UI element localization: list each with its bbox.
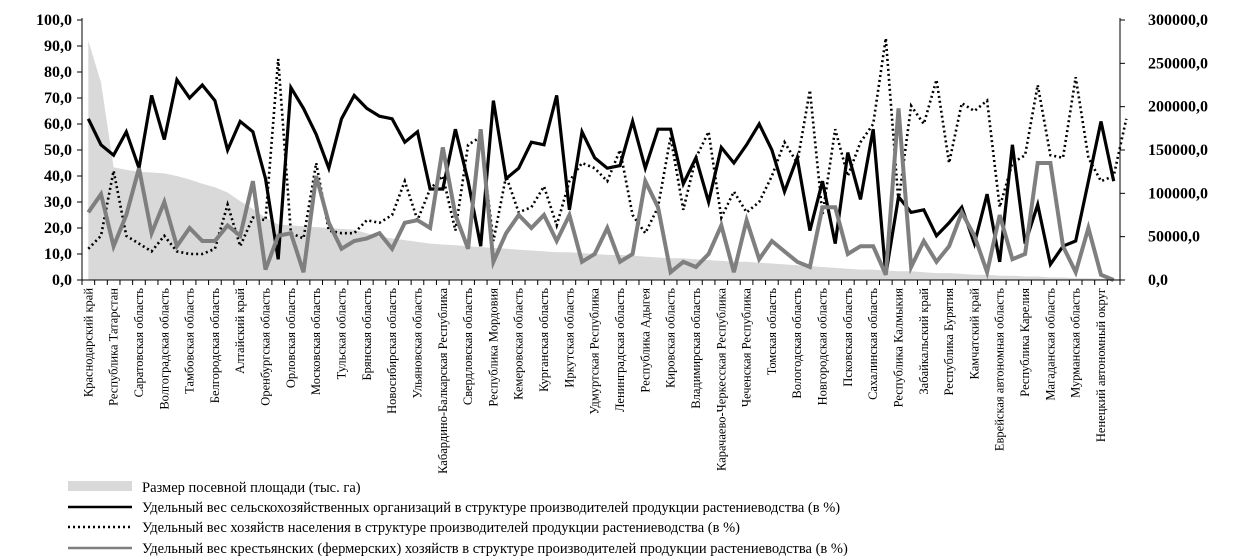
left-tick-label: 20,0 (44, 220, 72, 237)
x-category-label: Ленинградская область (613, 288, 627, 412)
x-category-label: Оренбургская область (259, 288, 273, 406)
x-category-label: Вологодская область (790, 288, 804, 399)
x-category-label: Кабардино-Балкарская Республика (436, 288, 450, 474)
left-tick-label: 0,0 (52, 272, 72, 289)
x-category-label: Новгородская область (816, 288, 830, 406)
x-category-label: Кемеровская область (512, 288, 526, 400)
legend-label: Размер посевной площади (тыс. га) (142, 480, 361, 496)
right-tick-label: 100000,0 (1148, 185, 1208, 202)
right-tick-label: 150000,0 (1148, 142, 1208, 159)
x-category-label: Свердловская область (461, 288, 475, 405)
x-category-label: Псковская область (841, 288, 855, 387)
x-category-label: Республика Адыгея (638, 288, 652, 393)
x-category-label: Краснодарский край (81, 288, 95, 397)
x-category-label: Сахалинская область (866, 288, 880, 400)
x-category-label: Мурманская область (1069, 288, 1083, 398)
legend-label: Удельный вес сельскохозяйственных органи… (142, 500, 840, 516)
line-series-households (87, 38, 1128, 256)
x-category-label: Иркутская область (562, 288, 576, 388)
legend-label: Удельный вес крестьянских (фермерских) х… (142, 541, 848, 557)
x-category-label: Саратовская область (132, 288, 146, 398)
left-tick-label: 50,0 (44, 142, 72, 159)
left-axis-ticks: 0,0 10,0 20,0 30,0 40,0 50,0 60,0 70,0 80,0 90,0 1… (36, 12, 82, 289)
right-tick-label: 0,0 (1148, 272, 1168, 289)
right-axis-ticks: 0,0 50000,0 100000,0 150000,0 200000,0 250000… (1120, 12, 1208, 289)
x-category-label: Магаданская область (1043, 288, 1057, 401)
line-series-agri-organizations (86, 75, 1116, 276)
x-category-label: Забайкальский край (917, 288, 931, 395)
left-tick-label: 80,0 (44, 64, 72, 81)
right-tick-label: 50000,0 (1148, 229, 1200, 246)
left-tick-label: 30,0 (44, 194, 72, 211)
x-category-label: Республика Бурятия (942, 288, 956, 396)
x-category-label: Удмуртская Республика (588, 288, 602, 415)
x-category-label: Курганская область (537, 288, 551, 392)
category-labels: Краснодарский край Республика Татарстан Са… (81, 280, 1121, 474)
x-category-label: Республика Мордовия (486, 288, 500, 407)
x-category-label: Орловская область (284, 288, 298, 388)
x-category-label: Ненецкий автономный округ (1094, 288, 1108, 442)
right-tick-label: 300000,0 (1148, 12, 1208, 29)
x-category-label: Еврейская автономная область (993, 288, 1007, 451)
legend: Размер посевной площади (тыс. га) Удельны… (68, 480, 848, 557)
x-category-label: Республика Калмыкия (891, 288, 905, 408)
legend-label: Удельный вес хозяйств населения в структ… (142, 520, 740, 536)
right-tick-label: 250000,0 (1148, 55, 1208, 72)
x-category-label: Белгородская область (208, 288, 222, 403)
x-category-label: Алтайский край (233, 288, 247, 374)
x-category-label: Тульская область (335, 288, 349, 380)
x-category-label: Тамбовская область (183, 288, 197, 394)
x-category-label: Республика Карелия (1018, 288, 1032, 397)
x-category-label: Республика Татарстан (107, 288, 121, 406)
left-tick-label: 60,0 (44, 116, 72, 133)
x-category-label: Томская область (765, 288, 779, 376)
x-category-label: Ульяновская область (410, 288, 424, 399)
x-category-label: Московская область (309, 288, 323, 395)
area-series-layer (88, 40, 1127, 280)
line-series-layer (86, 38, 1128, 282)
line-series-farms (86, 108, 1115, 282)
left-tick-label: 90,0 (44, 38, 72, 55)
legend-swatch-area (68, 481, 132, 491)
x-category-label: Брянская область (360, 288, 374, 381)
x-category-label: Карачаево-Черкесская Республика (714, 288, 728, 471)
area-series-sown-area (88, 40, 1127, 280)
x-category-label: Волгоградская область (157, 288, 171, 410)
left-tick-label: 10,0 (44, 246, 72, 263)
left-tick-label: 40,0 (44, 168, 72, 185)
x-category-label: Новосибирская область (385, 288, 399, 414)
x-category-label: Кировская область (664, 288, 678, 388)
left-tick-label: 100,0 (36, 12, 72, 29)
right-tick-label: 200000,0 (1148, 99, 1208, 116)
left-tick-label: 70,0 (44, 90, 72, 107)
x-category-label: Владимирская область (689, 288, 703, 409)
x-category-label: Камчатский край (967, 288, 981, 380)
x-category-label: Чеченская Республика (740, 288, 754, 408)
